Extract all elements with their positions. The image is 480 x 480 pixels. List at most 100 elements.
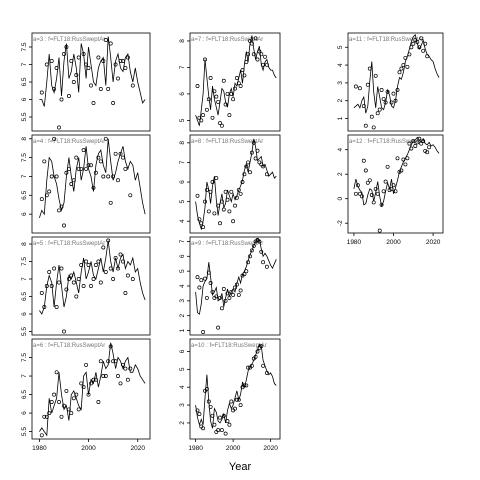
data-point — [125, 377, 130, 382]
data-point — [106, 359, 111, 364]
data-point — [223, 189, 228, 194]
data-point — [44, 414, 49, 419]
data-point — [361, 158, 366, 163]
data-point — [121, 259, 125, 264]
x-tick-label: 2000 — [81, 445, 96, 452]
data-point — [259, 52, 264, 57]
data-point — [79, 166, 84, 171]
data-point — [76, 166, 81, 171]
panel-title: a=4 : f=FLT18:RusSweptAr — [33, 139, 105, 145]
data-point — [81, 385, 86, 390]
data-point — [96, 55, 101, 60]
data-point — [427, 145, 432, 150]
data-point — [407, 141, 412, 146]
data-point — [255, 57, 260, 62]
y-tick-label: 0 — [337, 197, 344, 201]
data-point — [221, 78, 226, 83]
data-point — [197, 412, 202, 416]
data-point — [223, 102, 228, 107]
panel-6: a=8 : f=FLT18:RusSweptAr 4 5 6 7 8 — [179, 134, 281, 234]
y-tick-label: 6.5 — [21, 390, 28, 399]
data-point — [59, 266, 64, 271]
data-point — [81, 52, 86, 56]
data-point — [130, 277, 135, 281]
panel-title: a=9 : f=FLT18:RusSweptAr — [191, 241, 263, 247]
data-point — [261, 164, 266, 169]
data-point — [98, 87, 103, 91]
data-point — [377, 228, 382, 233]
panel-frame — [31, 338, 151, 440]
data-point — [379, 88, 384, 92]
data-point — [357, 191, 362, 196]
data-point — [365, 180, 370, 185]
x-axis-label: Year — [229, 461, 252, 473]
data-point — [229, 399, 234, 404]
data-point — [57, 125, 61, 130]
data-point — [96, 155, 101, 160]
data-point — [98, 359, 103, 364]
data-point — [84, 166, 89, 171]
data-point — [74, 155, 79, 160]
data-point — [371, 125, 376, 130]
data-point — [225, 91, 230, 96]
data-point — [225, 291, 230, 296]
data-point — [229, 189, 234, 194]
data-point — [264, 264, 269, 269]
data-point — [403, 162, 408, 167]
data-point — [231, 97, 236, 102]
data-point — [91, 101, 96, 105]
data-point — [234, 282, 239, 287]
data-point — [233, 203, 237, 208]
y-tick-label: 6 — [21, 411, 28, 415]
fitted-line — [353, 136, 440, 208]
y-tick-label: -2 — [337, 220, 344, 226]
data-point — [86, 163, 91, 168]
data-point — [201, 225, 206, 230]
data-point — [86, 263, 91, 267]
data-point — [111, 277, 116, 281]
data-point — [248, 38, 252, 43]
data-point — [236, 397, 241, 402]
data-point — [244, 164, 249, 169]
data-point — [417, 136, 422, 141]
data-point — [357, 86, 362, 91]
data-point — [407, 52, 412, 57]
data-point — [103, 374, 108, 378]
y-tick-label: 6 — [179, 349, 186, 353]
panel-title: a=7 : f=FLT18:RusSweptAr — [191, 37, 263, 43]
panel-2: a=4 : f=FLT18:RusSweptAr 6 6.5 7 7.5 8 — [21, 134, 151, 234]
data-point — [128, 193, 133, 198]
panel-data — [39, 136, 146, 228]
data-point — [242, 272, 247, 277]
y-tick-label: 3 — [179, 299, 186, 303]
panel-3: a=5 : f=FLT18:RusSweptAr 5.5 6 6.5 7 7.5 8 — [21, 236, 151, 336]
y-tick-label: 6 — [179, 254, 186, 258]
panel-data — [195, 35, 277, 128]
data-point — [399, 66, 404, 71]
data-point — [195, 84, 200, 88]
fitted-line — [39, 240, 146, 315]
data-point — [98, 280, 103, 285]
data-point — [236, 187, 241, 192]
data-point — [227, 295, 232, 300]
y-tick-label: 7 — [179, 239, 186, 243]
data-point — [223, 298, 228, 303]
panel-data — [353, 34, 440, 130]
data-point — [218, 221, 222, 226]
data-point — [240, 68, 245, 73]
data-point — [71, 396, 76, 401]
data-point — [125, 55, 130, 60]
data-point — [385, 89, 390, 94]
data-point — [263, 54, 267, 59]
y-tick-label: 2 — [179, 314, 186, 318]
data-point — [257, 49, 262, 54]
data-point — [111, 101, 116, 105]
data-point — [219, 199, 224, 204]
data-point — [69, 273, 74, 278]
panel-frame — [347, 134, 444, 234]
data-point — [113, 62, 118, 67]
y-tick-label: 7 — [21, 277, 28, 281]
data-point — [69, 59, 74, 63]
data-point — [103, 270, 108, 274]
data-point — [76, 277, 81, 281]
